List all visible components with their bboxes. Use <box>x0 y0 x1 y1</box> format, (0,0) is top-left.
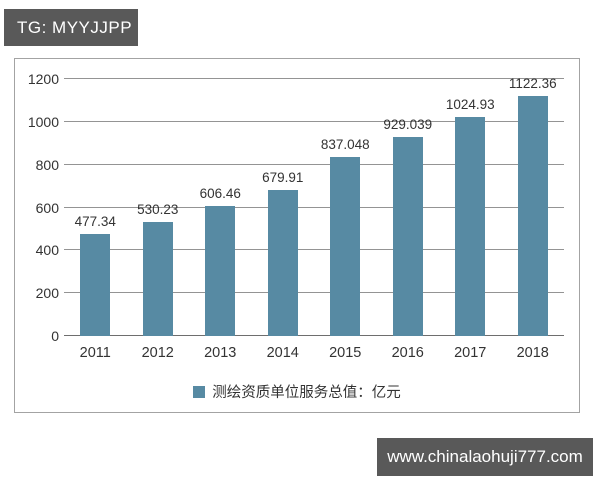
y-axis: 0 200 400 600 800 1000 1200 <box>15 59 59 412</box>
bar-column <box>314 156 377 336</box>
bar-column <box>502 95 565 336</box>
y-tick-label: 400 <box>35 242 59 259</box>
tag-badge-label: TG: MYYJJPP <box>17 17 133 37</box>
bar-column <box>189 206 252 336</box>
y-tick-label: 800 <box>35 156 59 173</box>
x-tick-label: 2018 <box>516 345 549 361</box>
bar-2018 <box>517 95 548 336</box>
x-tick-label: 2011 <box>79 345 111 361</box>
x-tick-label: 2016 <box>391 345 424 361</box>
bar-2013 <box>205 206 236 336</box>
gridline <box>64 249 564 251</box>
bar-2012 <box>142 222 173 336</box>
x-tick-label: 2015 <box>329 345 362 361</box>
bar-column <box>439 116 502 336</box>
x-tick-label: 2014 <box>266 345 299 361</box>
gridline <box>64 206 564 208</box>
bar-2011 <box>80 233 111 336</box>
x-tick-label: 2013 <box>204 345 237 361</box>
bar-2015 <box>330 156 361 336</box>
bar-column <box>252 190 315 336</box>
bar-2016 <box>392 137 423 336</box>
legend-swatch-icon <box>193 385 206 398</box>
plot-area: 477.34 530.23 606.46 679.91 837.048 929.039 10… <box>64 76 564 336</box>
gridline <box>64 120 564 122</box>
bar-column <box>377 137 440 336</box>
x-axis-labels: 2011 2012 2013 2014 2015 2016 2017 2018 <box>64 345 564 361</box>
bar-column <box>64 233 127 336</box>
watermark: www.chinalaohuji777.com <box>377 438 593 476</box>
legend: 测绘资质单位服务总值：亿元 <box>15 381 579 402</box>
y-tick-label: 1200 <box>27 71 59 87</box>
x-tick-label: 2012 <box>141 345 174 361</box>
tag-badge: TG: MYYJJPP <box>4 9 138 46</box>
bar-2014 <box>267 190 298 336</box>
gridline <box>64 78 564 79</box>
gridline <box>64 292 564 294</box>
legend-label: 测绘资质单位服务总值：亿元 <box>212 385 401 401</box>
x-tick-label: 2017 <box>454 345 487 361</box>
bar-column <box>127 222 190 336</box>
y-tick-label: 0 <box>51 328 59 344</box>
watermark-label: www.chinalaohuji777.com <box>387 447 583 466</box>
y-tick-label: 1000 <box>27 113 59 130</box>
x-axis-line <box>64 335 564 336</box>
bars <box>64 79 564 336</box>
bar-2017 <box>455 116 486 336</box>
chart-container: 0 200 400 600 800 1000 1200 477.34 530.23 606.46… <box>14 58 580 413</box>
gridline <box>64 163 564 165</box>
gridlines <box>64 78 564 336</box>
y-tick-label: 600 <box>35 199 59 216</box>
y-tick-label: 200 <box>35 285 59 302</box>
